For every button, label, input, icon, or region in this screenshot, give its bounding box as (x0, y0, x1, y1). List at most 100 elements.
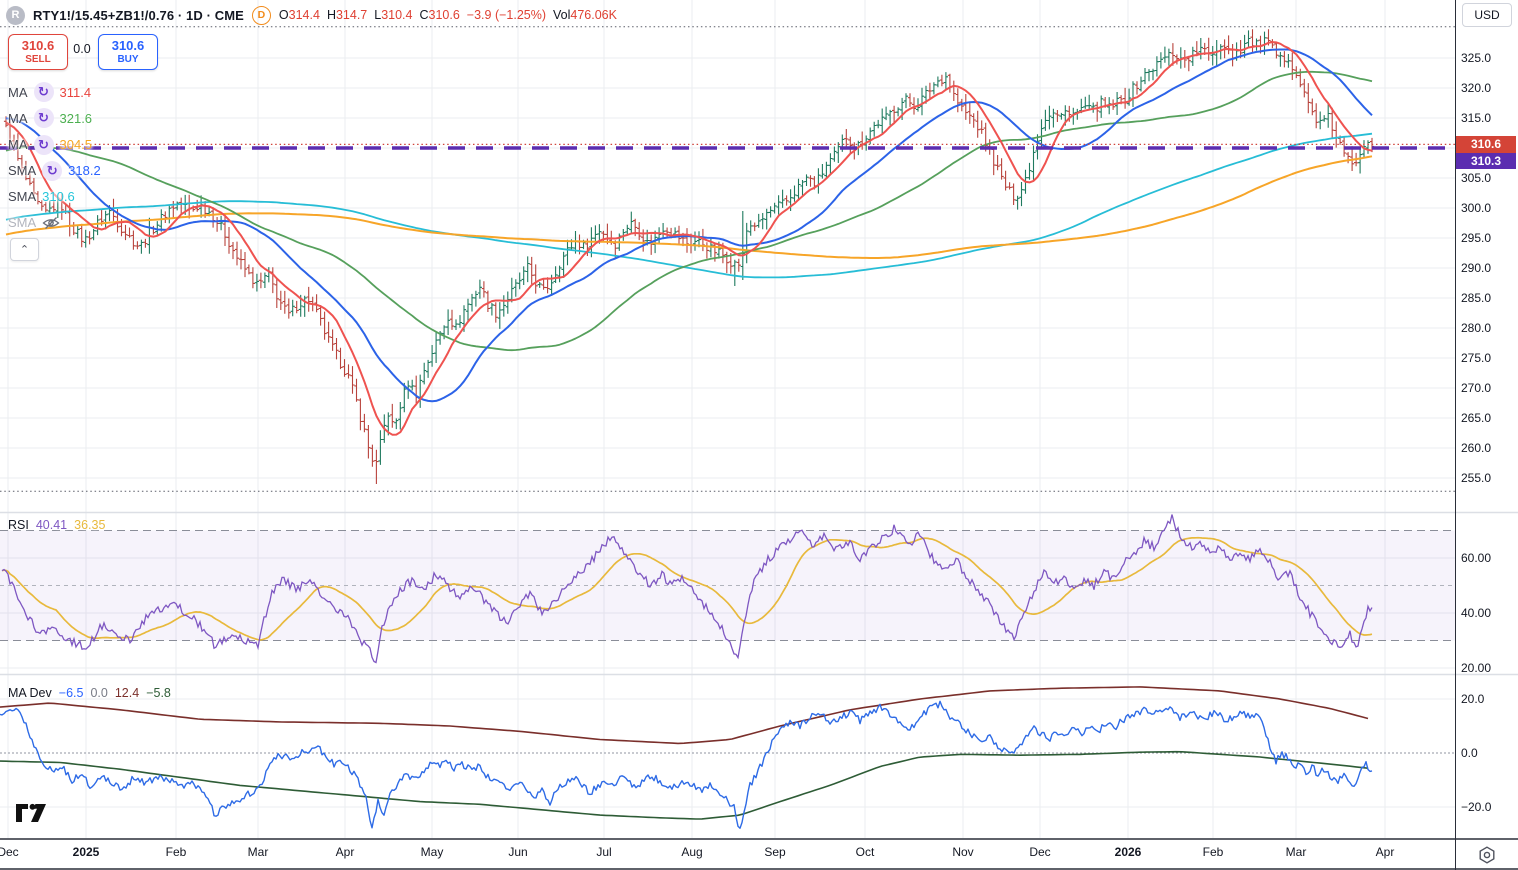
ohlc-change: −3.9 (−1.25%) (466, 8, 547, 22)
time-tick-nov: Nov (952, 845, 974, 859)
ohlc-readout: O314.4 H314.7 L310.4 C310.6 −3.9 (−1.25%… (279, 8, 617, 22)
time-tick-oct: Oct (855, 845, 875, 859)
indicator-label: SMA (8, 215, 37, 230)
time-tick-feb: Feb (1202, 845, 1224, 859)
madev-pane (0, 686, 1455, 829)
rsi-legend-value-1: 36.35 (74, 518, 106, 532)
price-tick: 300.0 (1461, 201, 1492, 215)
madev-tick: 0.0 (1461, 746, 1478, 760)
tradingview-logo-icon[interactable] (15, 803, 47, 828)
symbol-logo: R (6, 5, 25, 25)
sma-180-line (5, 132, 1373, 279)
madev-pane-label[interactable]: MA Dev −6.5 0.0 12.4 −5.8 (8, 686, 171, 700)
rsi-tick: 40.00 (1461, 606, 1492, 620)
loading-spinner-icon: ↻ (33, 82, 54, 102)
ohlc-open: O314.4 (278, 8, 320, 22)
time-tick-feb: Feb (165, 845, 187, 859)
indicator-value: 318.2 (68, 163, 101, 178)
level-price-badge: 310.3 (1456, 152, 1516, 170)
madev-deviation-line (0, 700, 1373, 829)
down-bars (3, 29, 1375, 484)
indicator-value: 321.6 (59, 110, 93, 126)
time-tick-sep: Sep (764, 845, 786, 859)
indicator-label: SMA (8, 163, 37, 178)
price-tick: 315.0 (1461, 111, 1492, 125)
legend-row-ma-0[interactable]: MA ↻ 311.4 (8, 82, 91, 102)
up-bars (47, 30, 1371, 465)
loading-spinner-icon: ↻ (42, 160, 63, 181)
rsi-line (1, 514, 1373, 664)
legend-row-sma-3[interactable]: SMA ↻ 318.2 (8, 160, 101, 181)
main-pane (3, 29, 1375, 484)
rsi-pane-label[interactable]: RSI 40.41 36.35 (8, 518, 105, 532)
rsi-tick: 60.00 (1461, 551, 1492, 565)
madev-tick: 20.0 (1461, 692, 1485, 706)
rsi-legend-title: RSI (8, 518, 29, 532)
time-tick-2025: 2025 (72, 845, 100, 859)
price-tick: 290.0 (1461, 261, 1492, 275)
legend-row-ma-2[interactable]: MA ↻ 304.5 (8, 134, 93, 155)
symbol-title[interactable]: RTY1!/15.45+ZB1!/0.76 · 1D · CME (33, 7, 244, 23)
indicator-label: MA (8, 110, 28, 126)
eye-hidden-icon[interactable] (42, 216, 60, 230)
madev-legend-value-3: −5.8 (146, 686, 171, 700)
indicator-value: 304.5 (59, 137, 93, 152)
ma-60-line (5, 70, 1373, 352)
time-tick-dec: Dec (0, 845, 19, 859)
time-tick-mar: Mar (1285, 845, 1307, 859)
indicator-value: 311.4 (59, 84, 92, 100)
indicator-label: MA (8, 137, 28, 152)
price-tick: 295.0 (1461, 231, 1492, 245)
interval-badge[interactable]: D (251, 5, 271, 25)
sma-25-line (5, 48, 1373, 403)
loading-spinner-icon: ↻ (33, 108, 54, 128)
price-tick: 305.0 (1461, 171, 1492, 185)
sell-button[interactable]: 310.6 SELL (8, 34, 68, 70)
rsi-legend-value-0: 40.41 (35, 518, 68, 532)
time-tick-apr: Apr (1375, 845, 1395, 859)
time-tick-may: May (420, 845, 444, 859)
price-tick: 255.0 (1461, 471, 1492, 485)
ma-220-line (5, 155, 1373, 259)
ohlc-volume: Vol476.06K (553, 8, 617, 22)
rsi-tick: 20.00 (1461, 661, 1492, 675)
legend-row-sma-5[interactable]: SMA (8, 213, 60, 233)
price-tick: 285.0 (1461, 291, 1492, 305)
indicator-value: 310.6 (42, 189, 75, 204)
scale-settings-icon[interactable] (1456, 840, 1518, 869)
currency-toggle-button[interactable]: USD (1462, 3, 1512, 27)
buy-button[interactable]: 310.6 BUY (98, 34, 158, 70)
time-tick-apr: Apr (335, 845, 355, 859)
madev-legend-value-2: 12.4 (114, 686, 140, 700)
ma-9-line (5, 41, 1373, 436)
price-tick: 270.0 (1461, 381, 1492, 395)
legend-row-ma-1[interactable]: MA ↻ 321.6 (8, 108, 92, 128)
time-tick-mar: Mar (247, 845, 269, 859)
price-tick: 280.0 (1461, 321, 1492, 335)
time-tick-dec: Dec (1029, 845, 1051, 859)
price-tick: 325.0 (1461, 51, 1492, 65)
madev-legend-value-1: 0.0 (90, 686, 108, 700)
chart-header: R RTY1!/15.45+ZB1!/0.76 · 1D · CME D O31… (6, 2, 617, 28)
madev-legend-value-0: −6.5 (58, 686, 84, 700)
ohlc-low: L310.4 (374, 8, 413, 22)
price-tick: 265.0 (1461, 411, 1492, 425)
loading-spinner-icon: ↻ (33, 134, 54, 155)
madev-upper-band-line (0, 686, 1369, 745)
ohlc-high: H314.7 (326, 8, 368, 22)
ohlc-close: C310.6 (419, 8, 460, 22)
spread-value: 0.0 (73, 42, 91, 56)
price-tick: 275.0 (1461, 351, 1492, 365)
time-tick-aug: Aug (681, 845, 703, 859)
time-tick-jul: Jul (596, 845, 612, 859)
gridlines (0, 0, 1455, 838)
last-price-badge: 310.6 (1456, 136, 1516, 153)
madev-lower-band-line (0, 750, 1369, 820)
legend-collapse-button[interactable]: ⌃ (10, 238, 39, 261)
madev-tick: −20.0 (1461, 800, 1492, 814)
price-tick: 260.0 (1461, 441, 1492, 455)
time-tick-2026: 2026 (1114, 845, 1142, 859)
legend-row-sma-4[interactable]: SMA 310.6 (8, 187, 75, 207)
